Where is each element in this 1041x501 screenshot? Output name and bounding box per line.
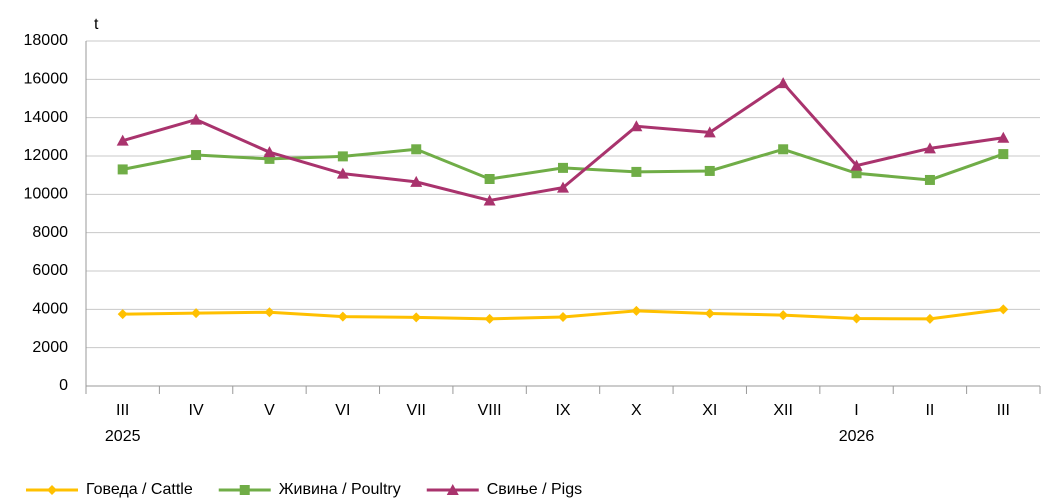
- y-tick-label: 6000: [32, 262, 68, 279]
- point: [703, 126, 716, 138]
- point: [484, 174, 495, 184]
- y-unit: t: [94, 16, 99, 33]
- x-tick-label: VI: [335, 402, 350, 419]
- point: [337, 151, 348, 162]
- x-tick-label: III: [116, 402, 129, 419]
- point: [411, 312, 422, 323]
- point: [264, 307, 275, 318]
- x-tick-label: VIII: [478, 402, 502, 419]
- point: [263, 146, 276, 158]
- y-tick-label: 0: [59, 377, 68, 394]
- x-tick-label: III: [997, 402, 1010, 419]
- point: [778, 310, 789, 321]
- legend-marker: [47, 485, 57, 495]
- point: [777, 77, 790, 89]
- y-tick-label: 18000: [24, 32, 69, 49]
- point: [117, 309, 128, 320]
- legend-marker: [446, 484, 459, 495]
- y-tick-label: 14000: [24, 109, 69, 126]
- point: [704, 165, 715, 176]
- point: [923, 142, 936, 154]
- x-tick-label: X: [631, 402, 642, 419]
- y-tick-label: 10000: [24, 186, 69, 203]
- point: [558, 162, 568, 173]
- x-tick-label: VII: [406, 402, 426, 419]
- point: [631, 166, 642, 177]
- point: [704, 308, 715, 319]
- point: [484, 313, 495, 324]
- point: [924, 313, 935, 324]
- x-tick-label: I: [854, 402, 858, 419]
- point: [778, 144, 789, 155]
- x-year-label: 2025: [105, 428, 141, 445]
- x-tick-label: II: [925, 402, 934, 419]
- point: [336, 167, 349, 179]
- point: [557, 181, 569, 193]
- legend-label: Свиње / Pigs: [487, 481, 582, 498]
- point: [631, 305, 642, 316]
- point: [558, 312, 568, 322]
- point: [851, 313, 862, 324]
- point: [997, 131, 1010, 143]
- y-tick-label: 16000: [24, 71, 69, 88]
- point: [998, 149, 1009, 160]
- point: [191, 150, 202, 161]
- legend-marker: [239, 485, 250, 495]
- x-year-label: 2026: [839, 428, 875, 445]
- point: [264, 153, 275, 164]
- point: [190, 113, 203, 125]
- legend-label: Живина / Poultry: [279, 481, 401, 498]
- y-tick-label: 2000: [32, 339, 68, 356]
- point: [191, 308, 202, 319]
- x-tick-label: IX: [555, 402, 570, 419]
- point: [998, 304, 1009, 315]
- legend-label: Говеда / Cattle: [86, 481, 193, 498]
- x-tick-label: IV: [189, 402, 204, 419]
- point: [116, 134, 129, 146]
- x-tick-label: XI: [702, 402, 717, 419]
- point: [337, 311, 348, 322]
- point: [850, 159, 863, 171]
- point: [117, 164, 128, 175]
- point: [483, 194, 496, 206]
- x-tick-label: XII: [773, 402, 793, 419]
- point: [630, 120, 643, 132]
- y-tick-label: 12000: [24, 147, 69, 164]
- point: [851, 168, 862, 179]
- y-tick-label: 8000: [32, 224, 68, 241]
- point: [410, 175, 423, 187]
- point: [924, 174, 935, 185]
- x-tick-label: V: [264, 402, 275, 419]
- point: [411, 144, 422, 155]
- y-tick-label: 4000: [32, 301, 68, 318]
